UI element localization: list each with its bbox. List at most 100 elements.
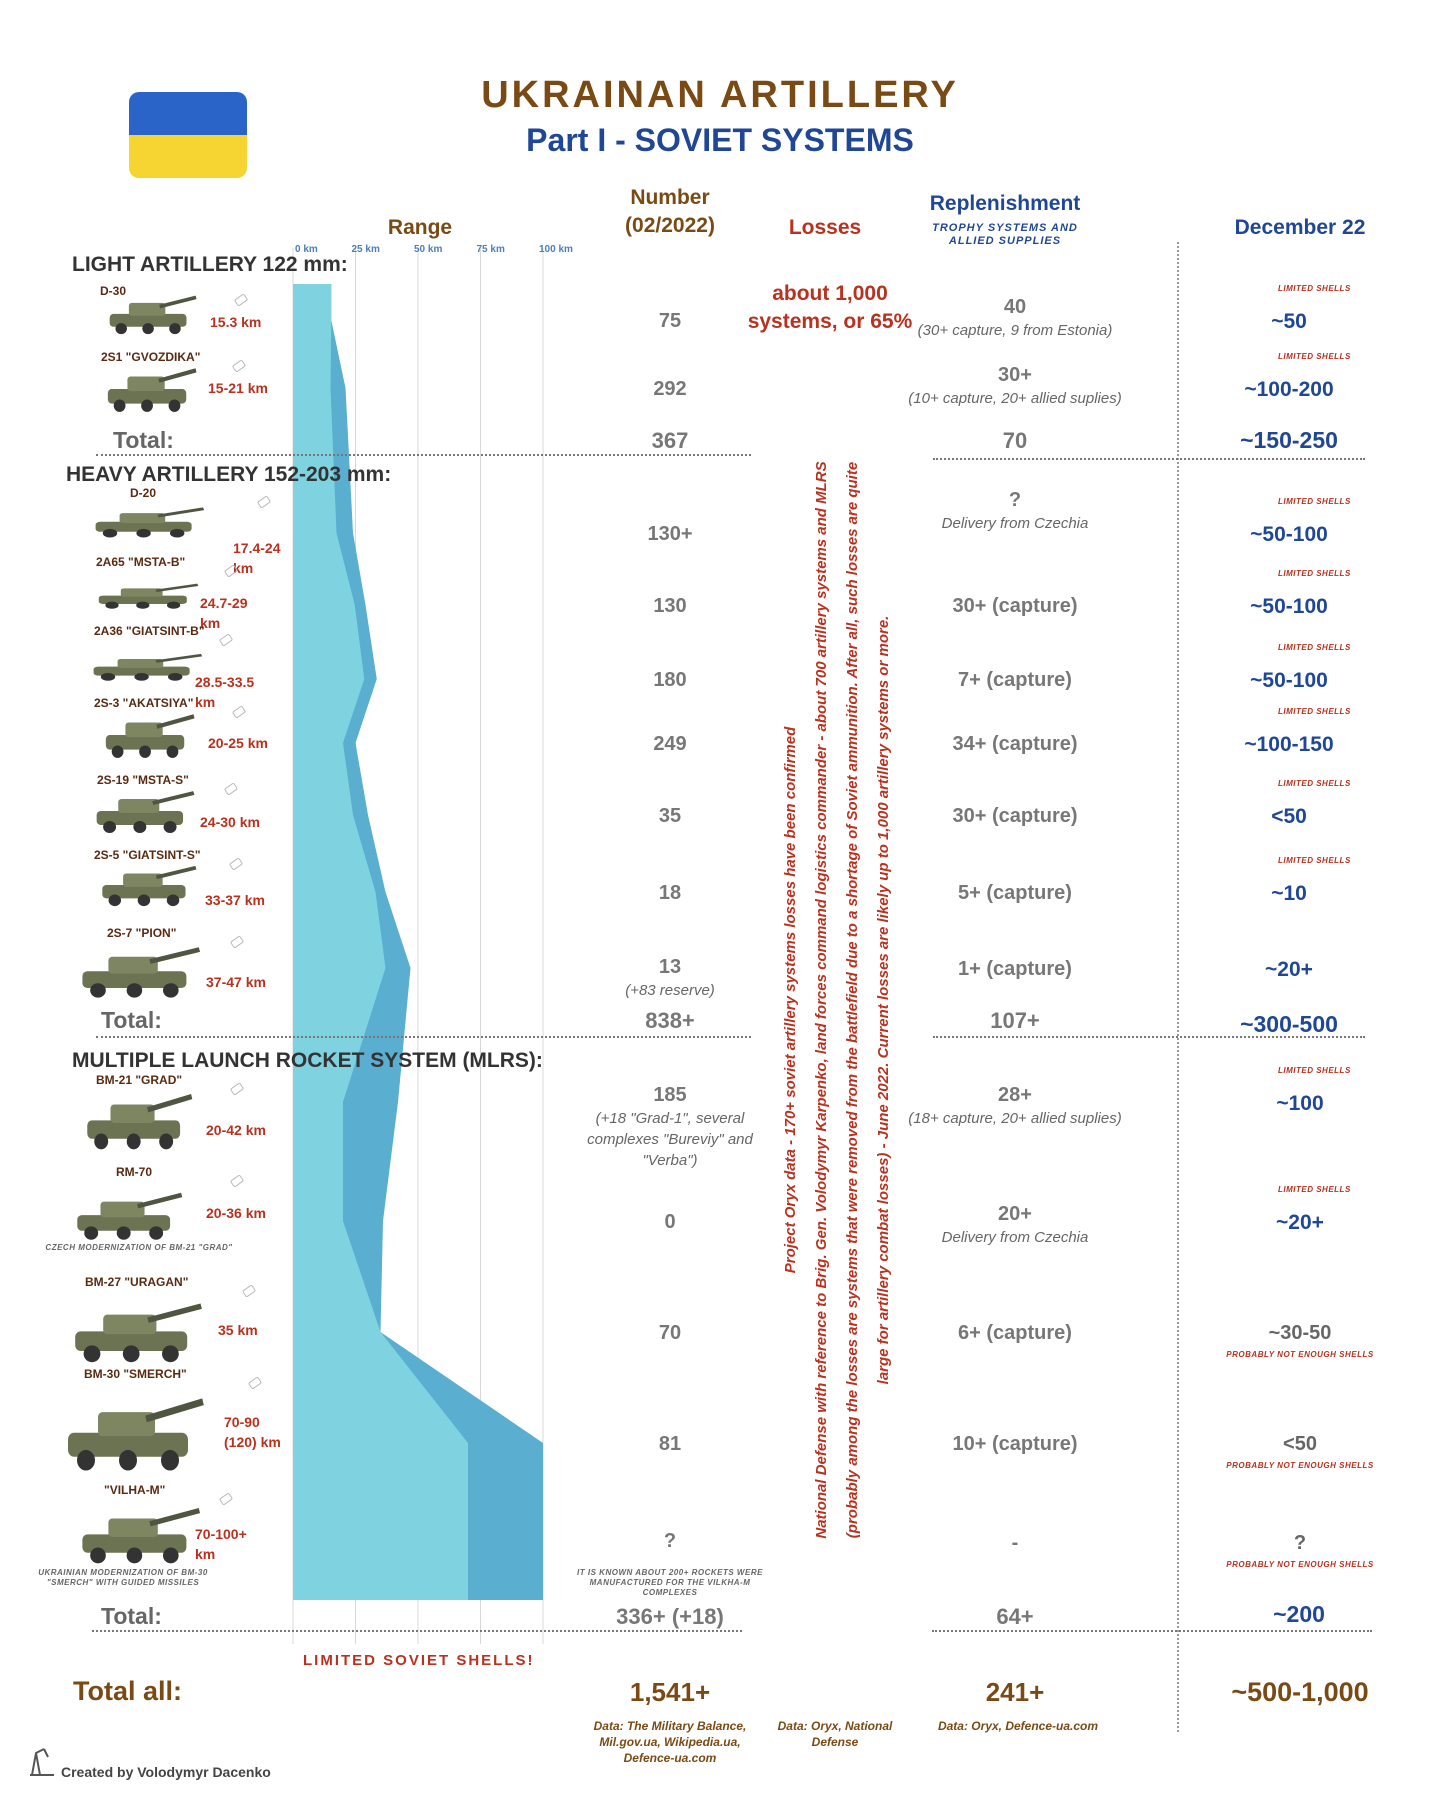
system-replenishment: -: [1011, 1532, 1019, 1554]
min-range-area: [293, 284, 468, 1600]
system-december-note: PROBABLY NOT ENOUGH SHELLS: [1226, 1461, 1374, 1470]
total-all-dec: ~500-1,000: [1231, 1677, 1369, 1707]
vehicle-image: [94, 860, 198, 908]
system-range: 24.7-29 km: [200, 595, 248, 631]
system-name: 2S-3 "AKATSIYA": [94, 696, 194, 710]
range-tick-label: 25 km: [352, 244, 380, 255]
system-number: 13: [658, 956, 682, 978]
vehicle-image: [72, 1500, 202, 1566]
divider-mlrs-right: [932, 1630, 1372, 1632]
system-december-note: LIMITED SHELLS: [1278, 779, 1351, 788]
system-replenishment: 34+ (capture): [952, 733, 1078, 755]
system-range: 33-37 km: [205, 892, 265, 908]
total-label-heavy: Total:: [101, 1007, 162, 1033]
system-december: ?: [1293, 1532, 1307, 1554]
vehicle-image: [64, 1295, 204, 1365]
system-range: 37-47 km: [206, 974, 266, 990]
total-dec-light: ~150-250: [1240, 427, 1338, 453]
system-number: 249: [653, 733, 687, 755]
system-replenishment: 5+ (capture): [958, 882, 1072, 904]
system-december-note: LIMITED SHELLS: [1278, 1185, 1351, 1194]
system-range: 24-30 km: [200, 814, 260, 830]
system-replenishment: 30+ (capture): [952, 595, 1078, 617]
source-number: Data: The Military Balance, Mil.gov.ua, …: [593, 1719, 747, 1765]
total-repl-heavy: 107+: [990, 1008, 1040, 1033]
system-replenishment: 20+: [998, 1203, 1032, 1225]
system-name: D-20: [130, 486, 157, 500]
system-number: 81: [658, 1433, 682, 1455]
page-subtitle: Part I - SOVIET SYSTEMS: [526, 122, 914, 158]
total-all-number: 1,541+: [629, 1677, 711, 1707]
system-replenishment-note: Delivery from Czechia: [941, 515, 1089, 532]
system-december: ~100-150: [1244, 733, 1334, 756]
section-light-artillery: LIGHT ARTILLERY 122 mm:: [72, 253, 348, 276]
system-december: ~100: [1276, 1092, 1324, 1115]
total-all-label: Total all:: [73, 1676, 183, 1706]
system-number: 292: [653, 378, 687, 400]
ukraine-flag: [129, 92, 247, 178]
system-range: 70-100+ km: [195, 1526, 247, 1562]
page-title: UKRAINAN ARTILLERY: [481, 74, 959, 116]
divider-heavy-left: [96, 1036, 751, 1038]
system-december: ~100-200: [1244, 378, 1334, 401]
losses-note-line3: (probably among the losses are systems t…: [844, 461, 861, 1539]
system-december: ~20+: [1276, 1211, 1324, 1234]
range-tick-label: 100 km: [539, 244, 573, 255]
total-dec-heavy: ~300-500: [1240, 1011, 1338, 1037]
system-replenishment-note: (30+ capture, 9 from Estonia): [917, 322, 1113, 339]
system-name: 2A65 "MSTA-B": [96, 555, 186, 569]
total-number-light: 367: [651, 428, 689, 453]
system-replenishment: 7+ (capture): [958, 669, 1072, 691]
number-header-line1: Number: [630, 186, 710, 209]
system-december: ~50-100: [1250, 595, 1328, 618]
system-replenishment-note: (10+ capture, 20+ allied suplies): [908, 390, 1122, 407]
losses-header: Losses: [788, 216, 862, 239]
vehicle-image: [84, 650, 204, 682]
system-replenishment: 40: [1003, 296, 1027, 318]
system-december: ~50: [1271, 310, 1307, 333]
system-range: 20-25 km: [208, 735, 268, 751]
system-number: 35: [658, 805, 682, 827]
system-december-note: PROBABLY NOT ENOUGH SHELLS: [1226, 1350, 1374, 1359]
system-number-note: (+18 "Grad-1", several complexes "Burevi…: [587, 1110, 753, 1169]
system-name: 2S1 "GVOZDIKA": [101, 350, 201, 364]
system-december-note: LIMITED SHELLS: [1278, 856, 1351, 865]
system-number-note: (+83 reserve): [625, 982, 715, 999]
total-all-repl: 241+: [985, 1677, 1045, 1707]
total-number-heavy: 838+: [645, 1008, 695, 1033]
vehicle-image: [78, 1086, 194, 1152]
system-december: <50: [1271, 805, 1307, 828]
system-replenishment: 28+: [998, 1084, 1032, 1106]
system-replenishment: 30+ (capture): [952, 805, 1078, 827]
system-name: 2S-5 "GIATSINT-S": [94, 848, 201, 862]
section-mlrs: MULTIPLE LAUNCH ROCKET SYSTEM (MLRS):: [72, 1049, 543, 1072]
system-number: 130+: [647, 523, 693, 545]
replenishment-subheader: TROPHY SYSTEMS AND ALLIED SUPPLIES: [932, 222, 1078, 247]
total-repl-light: 70: [1002, 428, 1028, 453]
range-header: Range: [387, 216, 453, 239]
system-range: 20-42 km: [206, 1122, 266, 1138]
losses-headline-line2: systems, or 65%: [747, 310, 913, 333]
total-dec-mlrs: ~200: [1273, 1601, 1325, 1627]
system-name: BM-27 "URAGAN": [85, 1275, 189, 1289]
system-note: UKRAINIAN MODERNIZATION OF BM-30 "SMERCH…: [38, 1568, 208, 1587]
vehicle-image: [98, 708, 196, 760]
system-december-note: PROBABLY NOT ENOUGH SHELLS: [1226, 1560, 1374, 1569]
system-december-note: LIMITED SHELLS: [1278, 569, 1351, 578]
author-logo-icon: [26, 1745, 58, 1779]
divider-mlrs-left: [92, 1630, 742, 1632]
total-number-mlrs: 336+ (+18): [616, 1604, 724, 1629]
system-number: 185: [653, 1084, 687, 1106]
vehicle-image: [88, 785, 196, 835]
system-name: RM-70: [116, 1165, 153, 1179]
range-tick-label: 75 km: [477, 244, 505, 255]
system-number: 130: [653, 595, 687, 617]
vehicle-image: [56, 1388, 206, 1474]
system-note: CZECH MODERNIZATION OF BM-21 "GRAD": [45, 1243, 233, 1252]
total-label-mlrs: Total:: [101, 1603, 162, 1629]
system-december-note: LIMITED SHELLS: [1278, 352, 1351, 361]
source-replenishment: Data: Oryx, Defence-ua.com: [937, 1719, 1099, 1733]
system-december: ~10: [1271, 882, 1307, 905]
system-range: 15-21 km: [208, 380, 268, 396]
number-header-line2: (02/2022): [625, 214, 715, 237]
